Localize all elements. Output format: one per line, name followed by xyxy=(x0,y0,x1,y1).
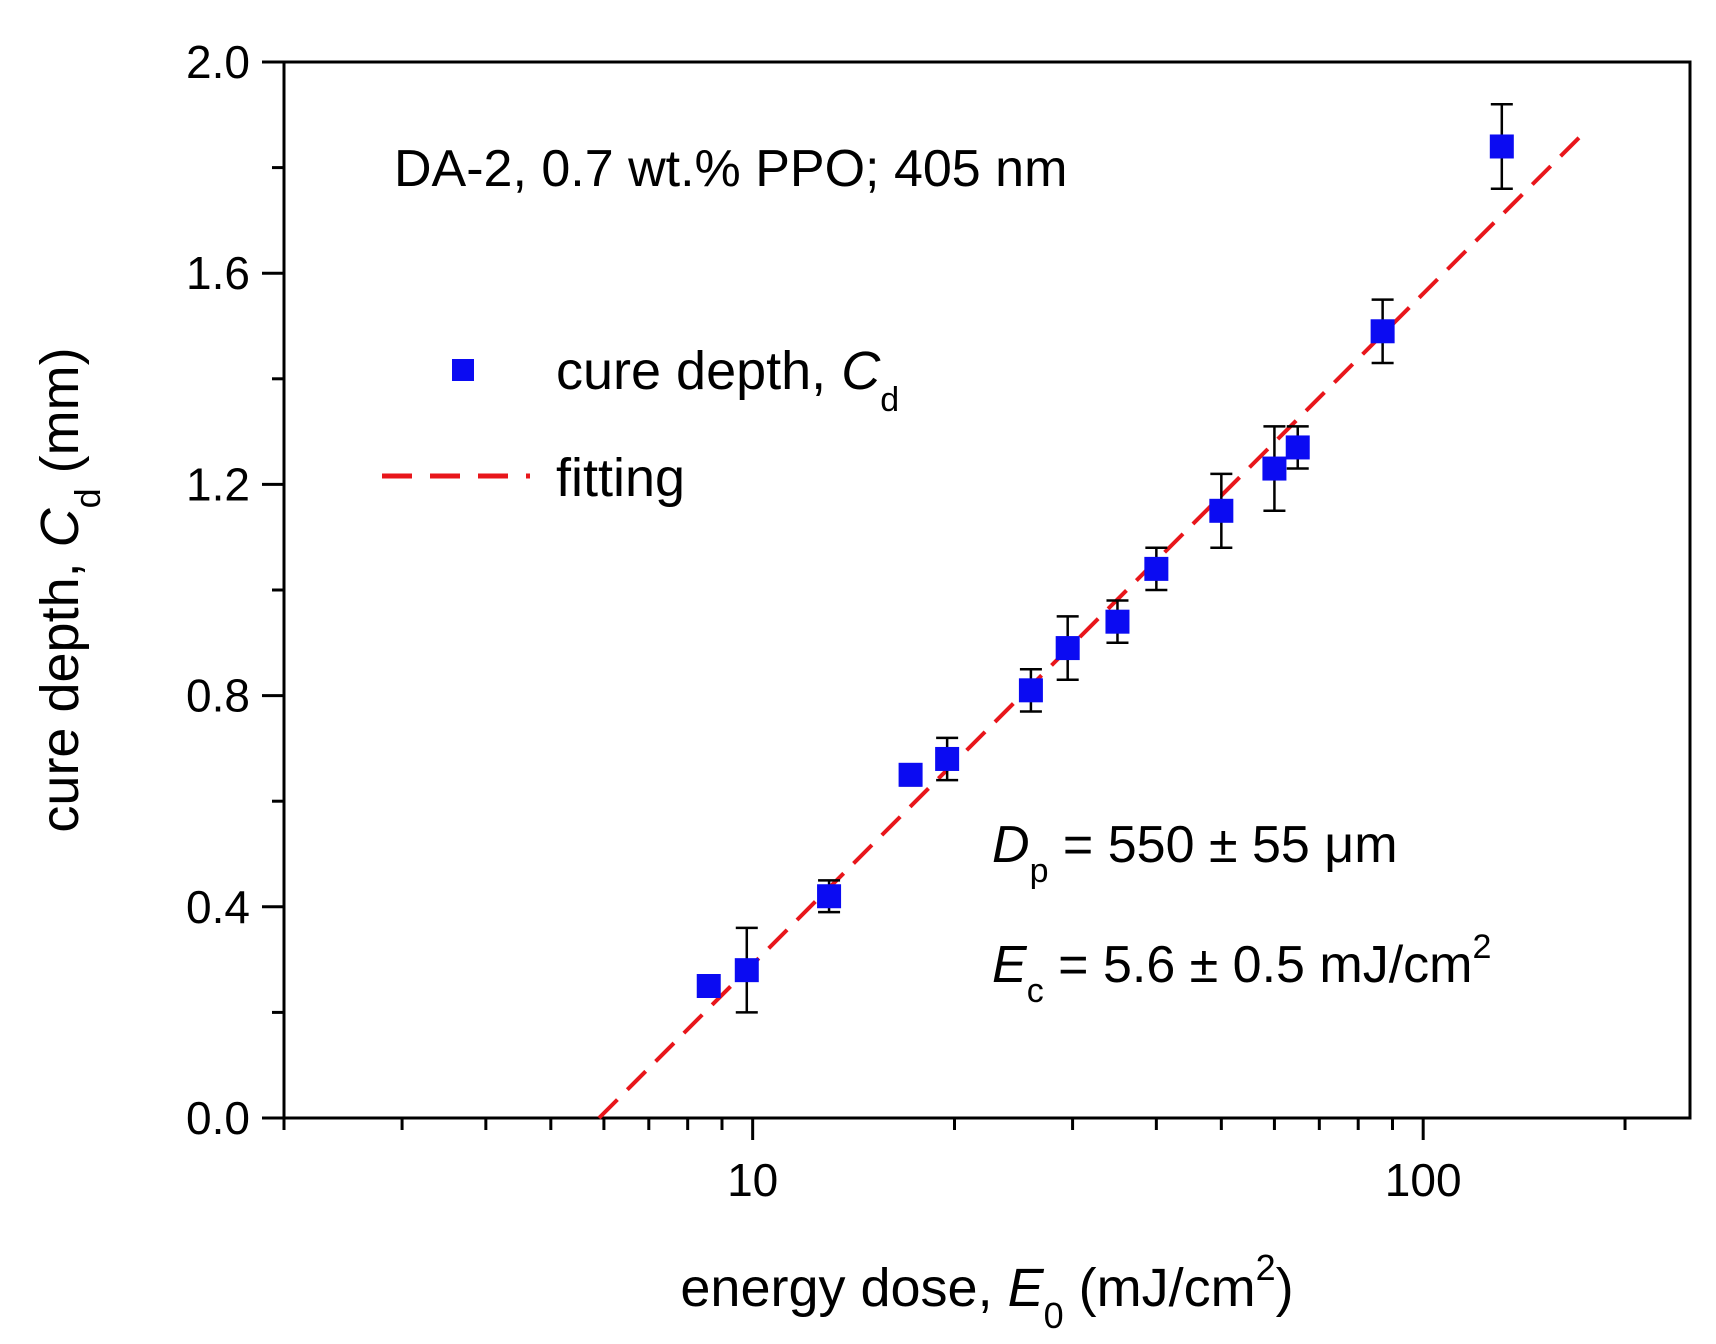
fitting-line xyxy=(597,129,1588,1120)
annotation-sample: DA-2, 0.7 wt.% PPO; 405 nm xyxy=(394,140,1067,198)
data-point xyxy=(1144,556,1169,581)
data-point xyxy=(696,974,721,998)
data-point xyxy=(898,762,923,787)
data-point xyxy=(817,884,842,909)
data-point xyxy=(734,958,759,983)
legend: cure depth, Cd fitting xyxy=(382,341,899,508)
cure-depth-series xyxy=(696,102,1514,1014)
y-tick-label: 1.6 xyxy=(186,247,250,299)
y-tick-label: 2.0 xyxy=(186,36,250,88)
x-axis-title: energy dose, E0 (mJ/cm2) xyxy=(680,1247,1293,1336)
x-tick-label: 100 xyxy=(1385,1154,1462,1206)
data-point xyxy=(1262,456,1287,481)
y-ticks: 0.0 0.4 0.8 1.2 1.6 2.0 xyxy=(186,36,284,1144)
data-point xyxy=(1018,678,1043,703)
data-point xyxy=(1105,609,1130,634)
y-tick-label: 0.0 xyxy=(186,1092,250,1144)
x-ticks: 10 100 xyxy=(282,1118,1627,1206)
y-tick-label: 1.2 xyxy=(186,458,250,510)
x-tick-label: 10 xyxy=(727,1154,778,1206)
annotation-dp: Dp = 550 ± 55 μm xyxy=(992,816,1398,890)
data-point xyxy=(1055,636,1080,661)
y-axis-title: cure depth, Cd (mm) xyxy=(30,347,108,832)
legend-marker-points xyxy=(452,359,474,381)
data-point xyxy=(1209,498,1234,523)
data-point xyxy=(935,746,960,771)
annotation-ec: Ec = 5.6 ± 0.5 mJ/cm2 xyxy=(992,928,1491,1010)
y-tick-label: 0.4 xyxy=(186,881,250,933)
y-tick-label: 0.8 xyxy=(186,670,250,722)
data-point xyxy=(1370,319,1395,344)
fitting-series xyxy=(597,129,1588,1120)
data-point xyxy=(1285,435,1310,460)
legend-label-points: cure depth, Cd xyxy=(556,341,899,419)
legend-label-line: fitting xyxy=(556,448,685,508)
data-point xyxy=(1489,134,1514,159)
